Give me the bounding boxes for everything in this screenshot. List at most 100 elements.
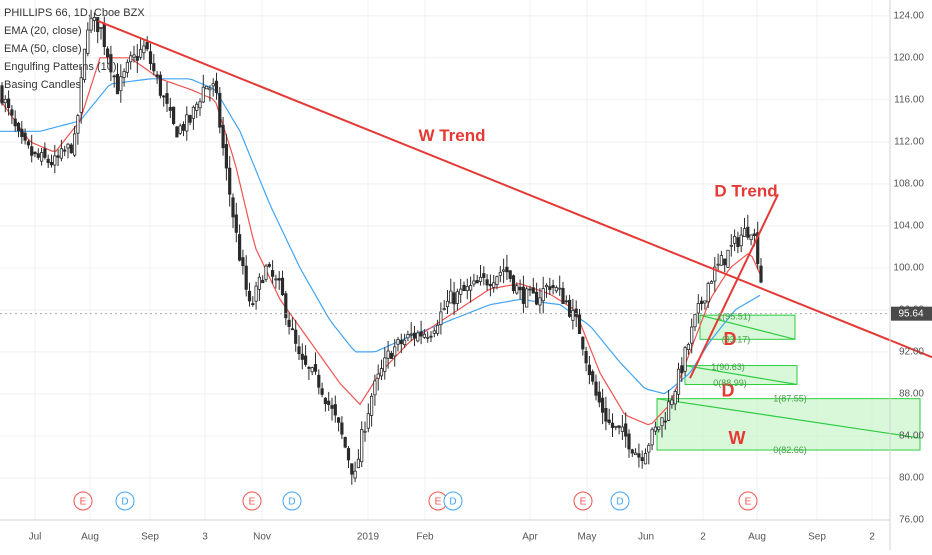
candle-body xyxy=(191,106,195,119)
candle-body xyxy=(435,324,440,334)
earnings-marker[interactable]: E xyxy=(428,491,448,511)
candle-layer xyxy=(0,9,763,485)
dividend-marker-label: D xyxy=(121,497,128,508)
candle-body xyxy=(650,428,654,446)
legend-ema-20[interactable]: EMA (20, close) xyxy=(4,25,82,37)
y-tick-label: 92.00 xyxy=(899,347,924,358)
earnings-marker-label: E xyxy=(435,497,442,508)
candle-body xyxy=(604,408,608,422)
candle-body xyxy=(601,397,605,413)
candle-body xyxy=(303,355,308,365)
candle-body xyxy=(759,265,763,283)
dividend-marker[interactable]: D xyxy=(115,491,135,511)
candle-body xyxy=(317,374,321,388)
candle-body xyxy=(135,56,139,61)
candle-body xyxy=(353,470,357,479)
candle-body xyxy=(63,149,67,152)
candle-body xyxy=(224,144,228,169)
earnings-marker-circle xyxy=(738,491,758,511)
candle-body xyxy=(3,98,7,104)
dividend-marker-circle xyxy=(610,491,630,511)
legend-ema-50[interactable]: EMA (50, close) xyxy=(4,43,82,55)
dividend-marker[interactable]: D xyxy=(443,491,463,511)
dividend-marker[interactable]: D xyxy=(610,491,630,511)
candle-body xyxy=(554,287,559,292)
ema-50-line xyxy=(0,78,761,395)
candle-body xyxy=(49,161,54,166)
zone-letter-4: W xyxy=(729,428,746,448)
candle-body xyxy=(109,54,113,73)
y-tick-label: 116.00 xyxy=(894,94,924,105)
candle-body xyxy=(455,291,460,304)
candle-body xyxy=(465,285,469,291)
candle-body xyxy=(683,347,687,372)
candle-body xyxy=(653,426,658,432)
candle-body xyxy=(214,80,219,93)
candle-body xyxy=(79,77,83,113)
candle-body xyxy=(587,364,592,376)
x-tick-label: Nov xyxy=(253,532,271,543)
candle-body xyxy=(432,330,436,334)
candle-body xyxy=(69,144,73,154)
candle-body xyxy=(746,226,750,238)
candle-body xyxy=(703,300,707,304)
earnings-marker[interactable]: E xyxy=(738,491,758,511)
level-label-7: 1(90.63) xyxy=(711,362,745,372)
candle-body xyxy=(0,85,4,104)
candle-body xyxy=(142,45,146,54)
candle-body xyxy=(92,16,96,21)
y-tick-label: 124.00 xyxy=(893,10,924,21)
candle-body xyxy=(20,128,24,137)
legend-basing[interactable]: Basing Candles xyxy=(4,79,82,91)
candle-body xyxy=(627,433,631,450)
legend-symbol[interactable]: PHILLIPS 66, 1D, Cboe BZX xyxy=(4,7,145,19)
candle-body xyxy=(251,303,255,306)
candle-body xyxy=(396,339,400,345)
candle-body xyxy=(729,244,733,247)
candle-body xyxy=(313,364,318,372)
legend-engulfing[interactable]: Engulfing Patterns (10) xyxy=(4,61,117,73)
candle-body xyxy=(23,132,27,141)
earnings-marker-label: E xyxy=(580,497,587,508)
candle-body xyxy=(26,141,31,146)
zone-letter-3: D xyxy=(722,381,735,401)
x-tick-label: 2 xyxy=(700,532,706,543)
candle-body xyxy=(327,400,331,405)
earnings-marker[interactable]: E xyxy=(573,491,593,511)
candle-body xyxy=(647,444,651,453)
candle-body xyxy=(485,279,489,286)
candle-body xyxy=(287,319,291,327)
candle-body xyxy=(333,404,337,416)
candle-body xyxy=(535,291,539,305)
x-tick-label: Feb xyxy=(416,532,434,543)
candle-body xyxy=(409,333,413,336)
candle-body xyxy=(657,426,661,431)
candle-body xyxy=(544,284,549,288)
candle-body xyxy=(667,401,671,421)
dividend-marker[interactable]: D xyxy=(282,491,302,511)
trend-label-0: W Trend xyxy=(418,126,485,145)
earnings-marker-label: E xyxy=(745,497,752,508)
candle-body xyxy=(693,314,697,328)
candle-body xyxy=(518,286,522,291)
legend: PHILLIPS 66, 1D, Cboe BZX EMA (20, close… xyxy=(4,4,145,94)
candle-body xyxy=(643,453,648,465)
candle-body xyxy=(393,346,397,357)
candle-body xyxy=(584,350,588,364)
candle-body xyxy=(568,299,572,317)
candle-body xyxy=(244,265,248,290)
candle-body xyxy=(673,390,677,405)
earnings-marker-circle xyxy=(242,491,262,511)
candle-body xyxy=(749,234,753,241)
x-tick-label: Aug xyxy=(81,532,99,543)
candle-body xyxy=(412,332,417,339)
candle-body xyxy=(640,457,644,462)
candle-body xyxy=(221,124,225,149)
candle-body xyxy=(171,106,176,125)
earnings-marker[interactable]: E xyxy=(242,491,262,511)
x-tick-label: 2019 xyxy=(357,532,380,543)
candle-body xyxy=(10,109,14,116)
earnings-marker[interactable]: E xyxy=(73,491,93,511)
